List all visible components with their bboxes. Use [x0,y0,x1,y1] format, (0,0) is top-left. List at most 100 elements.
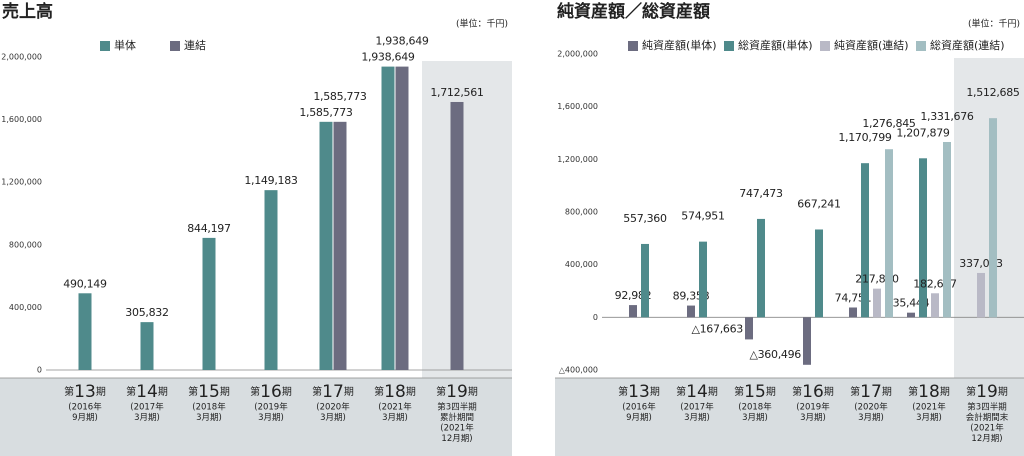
x-tick-note: 3月期) [742,413,768,423]
x-tick-label: 第16期 [250,382,292,402]
x-tick-note: (2017年 [130,402,164,413]
x-tick-label: 第13期 [64,382,106,402]
x-tick-note: 3月期) [858,413,884,423]
x-tick-note: (2018年 [192,402,226,413]
x-tick-note: (2016年 [68,402,102,413]
x-tick-label: 第17期 [850,382,892,402]
x-tick-note: 9月期) [72,413,98,423]
legend-label: 連結 [184,38,206,52]
bar [931,293,939,318]
x-tick-note: (2020年 [316,402,350,413]
y-tick-label: 1,600,000 [557,102,598,111]
x-tick-note: (2019年 [796,402,830,413]
x-tick-note: (2021年 [440,423,474,434]
x-tick-note: 9月期) [626,413,652,423]
chart-title: 売上高 [2,1,53,22]
bar [757,218,765,318]
value-label: 305,832 [125,306,168,319]
category-band [0,378,512,456]
value-label: △167,663 [691,322,743,335]
bar [699,241,707,318]
bar [919,158,927,318]
value-label: 1,149,183 [244,174,298,187]
legend-swatch [100,41,110,51]
bar [333,121,347,370]
x-tick-note: 第3四半期 [437,402,476,413]
x-tick-note: (2021年 [970,423,1004,434]
x-tick-label: 第19期 [436,382,478,402]
value-label: 1,170,799 [838,131,892,144]
bar [687,305,695,318]
y-tick-label: 2,000,000 [1,53,42,62]
y-tick-label: 400,000 [9,303,42,312]
x-tick-label: 第18期 [374,382,416,402]
value-label: 1,207,879 [896,126,950,139]
value-label: 490,149 [63,277,107,290]
x-tick-note: (2021年 [912,402,946,413]
bar [885,149,893,318]
x-tick-note: 会計期間末 [966,412,1009,423]
y-tick-label: 800,000 [9,240,42,249]
bar [907,312,915,318]
y-tick-label: 0 [593,313,598,322]
bar [803,317,811,365]
legend-swatch [916,41,926,51]
x-tick-note: 3月期) [258,413,284,423]
x-tick-note: 3月期) [800,413,826,423]
value-label: 1,585,773 [313,90,367,103]
bar [989,118,997,318]
bar [873,288,881,318]
x-tick-label: 第15期 [734,382,776,402]
value-label: 1,938,649 [375,35,429,48]
value-label: 844,197 [187,222,231,235]
bar [745,317,753,340]
x-tick-note: (2016年 [622,402,656,413]
value-label: 1,938,649 [361,51,415,64]
x-tick-note: 3月期) [684,413,710,423]
legend-swatch [724,41,734,51]
unit-label: (単位：千円) [968,18,1020,30]
value-label: 1,331,676 [920,110,974,123]
category-band [555,378,1024,456]
unit-label: (単位：千円) [456,18,508,30]
value-label: 1,276,845 [862,117,916,130]
x-tick-note: 3月期) [916,413,942,423]
legend-swatch [628,41,638,51]
bar [78,293,92,370]
x-tick-label: 第16期 [792,382,834,402]
x-tick-note: (2018年 [738,402,772,413]
legend-label: 総資産額(単体) [738,38,813,52]
y-tick-label: △400,000 [559,366,598,375]
x-tick-note: (2020年 [854,402,888,413]
x-tick-note: 3月期) [320,413,346,423]
legend-label: 総資産額(連結) [930,38,1005,52]
bar [319,121,333,370]
value-label: 1,712,561 [430,86,483,99]
bar [264,190,278,370]
legend-label: 純資産額(単体) [642,38,717,52]
value-label: 1,512,685 [966,86,1020,99]
value-label: 747,473 [739,187,783,200]
bar [849,307,857,318]
y-tick-label: 800,000 [565,208,598,217]
x-tick-label: 第17期 [312,382,354,402]
bar [202,237,216,370]
y-tick-label: 1,600,000 [1,115,42,124]
x-tick-note: (2019年 [254,402,288,413]
x-tick-note: 12月期) [971,434,1002,444]
legend-swatch [820,41,830,51]
x-tick-label: 第14期 [126,382,168,402]
value-label: 667,241 [797,197,840,210]
value-label: △360,496 [749,348,801,361]
x-tick-label: 第13期 [618,382,660,402]
x-tick-label: 第19期 [966,382,1008,402]
bar [395,66,409,370]
legend-swatch [170,41,180,51]
bar [641,243,649,318]
x-tick-label: 第15期 [188,382,230,402]
x-tick-note: 3月期) [134,413,160,423]
x-tick-label: 第18期 [908,382,950,402]
value-label: 557,360 [623,212,667,225]
y-tick-label: 0 [37,366,42,375]
x-tick-note: (2017年 [680,402,714,413]
